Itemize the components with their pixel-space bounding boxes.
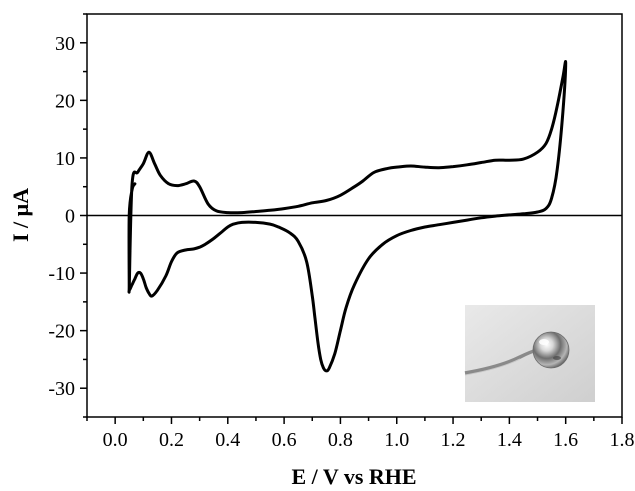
- x-tick-label: 0.8: [328, 429, 353, 451]
- y-axis-title: I / μA: [8, 188, 33, 242]
- y-tick-label: -10: [48, 263, 75, 285]
- x-axis-title: E / V vs RHE: [291, 464, 416, 489]
- x-tick-label: 0.0: [103, 429, 128, 451]
- axis-ticks: [80, 13, 623, 424]
- data-series-line: [127, 60, 568, 373]
- x-tick-label: 0.4: [215, 429, 240, 451]
- electrode-photo-inset: [464, 305, 595, 402]
- y-tick-label: -30: [48, 378, 75, 400]
- y-tick-label: 30: [55, 33, 75, 55]
- y-tick-label: 0: [65, 206, 75, 228]
- axis-tick-labels: 0.0 0.2 0.4 0.6 0.8 1.0 1.2 1.4 1.6 1.8 -30 -20 -10 0…: [48, 33, 634, 451]
- x-tick-label: 1.2: [441, 429, 466, 451]
- x-tick-label: 1.6: [553, 429, 578, 451]
- x-tick-label: 1.8: [610, 429, 635, 451]
- y-tick-label: 10: [55, 148, 75, 170]
- x-tick-label: 0.2: [159, 429, 184, 451]
- x-tick-label: 1.4: [497, 429, 522, 451]
- x-tick-label: 0.6: [272, 429, 297, 451]
- x-tick-label: 1.0: [384, 429, 409, 451]
- y-tick-label: -20: [48, 321, 75, 343]
- y-tick-label: 20: [55, 90, 75, 112]
